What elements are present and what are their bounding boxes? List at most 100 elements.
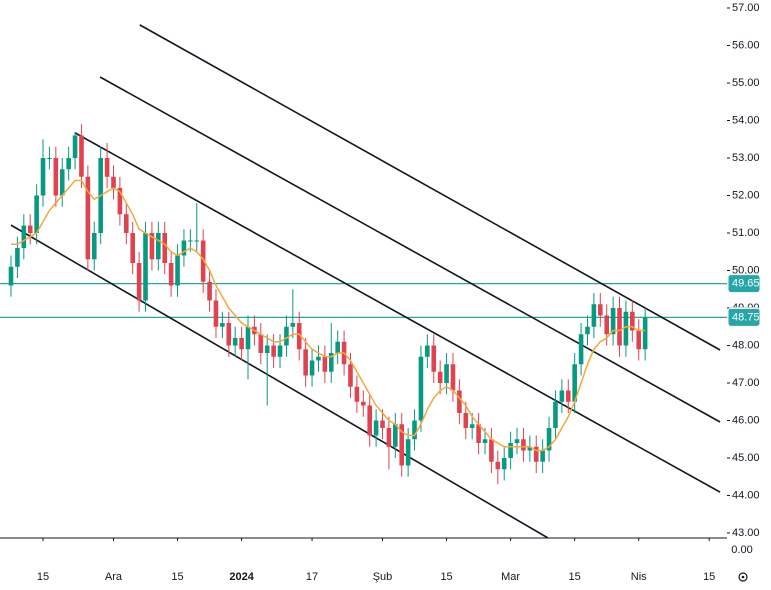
y-tick-label: 43.00 bbox=[732, 527, 760, 539]
candle-body bbox=[85, 176, 91, 260]
candle-body bbox=[91, 233, 97, 260]
candle-body bbox=[245, 326, 251, 350]
y-tick-label: 50.00 bbox=[732, 264, 760, 276]
candle-body bbox=[463, 413, 469, 428]
y-tick-label: 54.00 bbox=[732, 114, 760, 126]
candle-body bbox=[303, 349, 308, 376]
x-tick-label: 15 bbox=[703, 571, 715, 583]
trend-line bbox=[10, 224, 549, 538]
candle-body bbox=[181, 240, 187, 256]
candle-body bbox=[226, 323, 232, 346]
candle-body bbox=[130, 233, 136, 263]
candle-body bbox=[111, 176, 116, 188]
candle-body bbox=[559, 390, 565, 402]
candle-body bbox=[642, 317, 648, 350]
candle-body bbox=[597, 304, 603, 316]
x-tick-label: 15 bbox=[37, 571, 49, 583]
candle-body bbox=[239, 338, 244, 350]
candle-body bbox=[489, 439, 494, 462]
candle-body bbox=[578, 334, 584, 365]
candle-body bbox=[565, 390, 571, 402]
settings-ring[interactable] bbox=[738, 572, 748, 582]
candle-body bbox=[482, 439, 488, 443]
settings-icon[interactable] bbox=[738, 572, 748, 582]
candle-body bbox=[104, 158, 110, 177]
candle-body bbox=[66, 158, 71, 170]
candle-body bbox=[264, 345, 270, 353]
plot-area bbox=[0, 24, 727, 538]
trend-line bbox=[99, 76, 721, 423]
candle-body bbox=[53, 158, 59, 196]
candle-body bbox=[495, 461, 501, 470]
candle-body bbox=[572, 364, 577, 402]
candle-body bbox=[630, 311, 635, 331]
y-tick-label: 52.00 bbox=[732, 189, 760, 201]
price-label: 48.75 bbox=[732, 311, 760, 323]
candle-body bbox=[194, 240, 200, 242]
candle-body bbox=[399, 424, 405, 466]
y-tick-label: 53.00 bbox=[732, 152, 760, 164]
candle-body bbox=[34, 195, 39, 233]
candle-body bbox=[136, 263, 142, 301]
candle-body bbox=[405, 439, 411, 466]
candle-body bbox=[469, 424, 475, 428]
candle-body bbox=[636, 330, 642, 350]
candle-body bbox=[425, 345, 430, 357]
candle-body bbox=[220, 323, 225, 327]
candle-body bbox=[21, 225, 27, 248]
candle-body bbox=[591, 304, 597, 327]
price-label: 49.65 bbox=[732, 278, 760, 290]
y-tick-label: 44.00 bbox=[732, 489, 760, 501]
candle-body bbox=[316, 356, 321, 361]
candle-body bbox=[309, 360, 315, 376]
x-tick-label: 15 bbox=[171, 571, 183, 583]
candle-body bbox=[117, 188, 123, 215]
candle-body bbox=[322, 356, 328, 372]
candle-body bbox=[290, 323, 296, 327]
candle-body bbox=[271, 345, 276, 357]
candle-body bbox=[360, 401, 366, 406]
candle-body bbox=[348, 364, 353, 387]
candle-body bbox=[354, 386, 360, 402]
candle-body bbox=[168, 263, 174, 286]
candle-body bbox=[623, 311, 629, 346]
candle-body bbox=[40, 158, 46, 196]
candle-body bbox=[418, 356, 424, 421]
price-label-box bbox=[728, 275, 760, 293]
candle-body bbox=[540, 450, 545, 462]
price-label-box bbox=[728, 308, 760, 326]
candle-body bbox=[232, 338, 238, 346]
candle-body bbox=[8, 266, 14, 286]
candle-body bbox=[514, 439, 520, 443]
candle-body bbox=[277, 345, 283, 357]
x-tick-label: 15 bbox=[440, 571, 452, 583]
trend-line bbox=[74, 132, 721, 493]
candle-body bbox=[437, 371, 443, 383]
x-tick-label: Nis bbox=[631, 571, 647, 583]
settings-dot[interactable] bbox=[741, 575, 745, 579]
candle-body bbox=[527, 446, 533, 451]
candle-body bbox=[15, 248, 20, 267]
candle-body bbox=[175, 255, 180, 286]
bottom-label: 0.00 bbox=[731, 544, 752, 556]
y-tick-label: 57.00 bbox=[732, 2, 760, 14]
candle-body bbox=[284, 326, 289, 346]
candle-body bbox=[373, 420, 379, 436]
trend-line bbox=[139, 24, 721, 351]
y-tick-label: 55.00 bbox=[732, 77, 760, 89]
candle-body bbox=[143, 233, 148, 301]
candle-body bbox=[258, 334, 264, 353]
y-tick-label: 56.00 bbox=[732, 39, 760, 51]
x-tick-label: 15 bbox=[569, 571, 581, 583]
candle-body bbox=[380, 420, 385, 428]
candle-body bbox=[501, 458, 507, 470]
y-tick-label: 47.00 bbox=[732, 377, 760, 389]
candle-body bbox=[610, 308, 616, 335]
x-tick-label: Mar bbox=[501, 571, 520, 583]
x-tick-label: 2024 bbox=[229, 571, 254, 583]
candle-body bbox=[444, 364, 449, 383]
candle-body bbox=[367, 405, 373, 436]
candle-body bbox=[207, 281, 212, 301]
candle-body bbox=[393, 424, 398, 447]
